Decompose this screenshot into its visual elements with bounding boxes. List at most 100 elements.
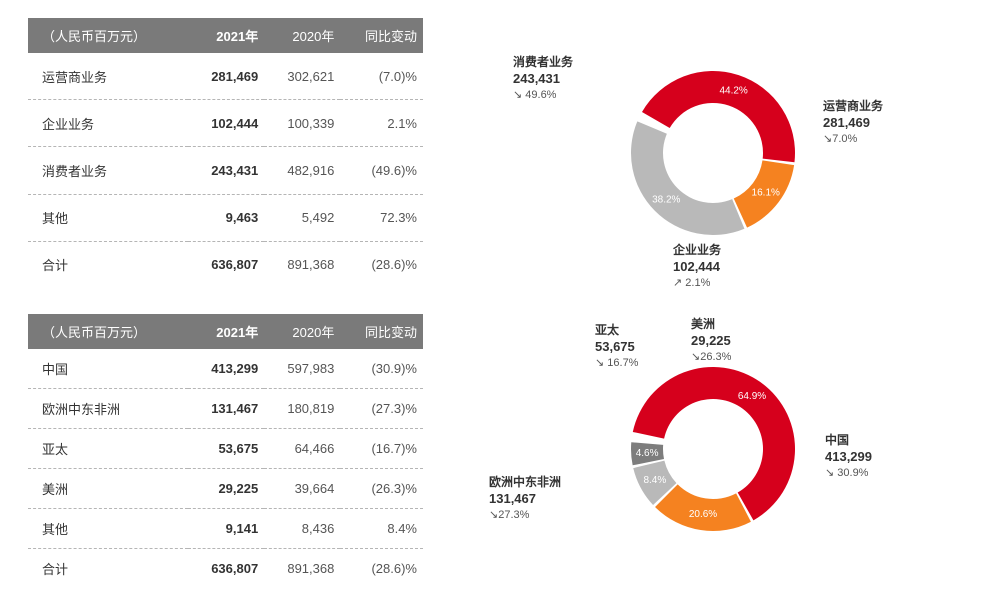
row-y21: 636,807 <box>188 549 264 589</box>
row-y20: 8,436 <box>264 509 340 549</box>
donut-slice <box>655 484 751 531</box>
callout-name: 亚太 <box>595 322 638 338</box>
table-row: 消费者业务243,431482,916(49.6)% <box>28 147 423 194</box>
donut-callout: 企业业务102,444↗ 2.1% <box>673 242 721 291</box>
th-2021: 2021年 <box>188 18 264 53</box>
callout-name: 企业业务 <box>673 242 721 258</box>
row-chg: 8.4% <box>340 509 423 549</box>
th-2021: 2021年 <box>188 314 264 349</box>
row-y20: 482,916 <box>264 147 340 194</box>
row-name: 消费者业务 <box>28 147 188 194</box>
callout-change: ↗ 2.1% <box>673 276 721 291</box>
row-y21: 243,431 <box>188 147 264 194</box>
row-name: 其他 <box>28 509 188 549</box>
row-y20: 64,466 <box>264 429 340 469</box>
th-2020: 2020年 <box>264 18 340 53</box>
row-name: 运营商业务 <box>28 53 188 100</box>
row-y21: 53,675 <box>188 429 264 469</box>
callout-value: 29,225 <box>691 332 731 350</box>
slice-pct-label: 4.6% <box>636 448 659 459</box>
slice-pct-label: 8.4% <box>643 475 666 486</box>
row-chg: (49.6)% <box>340 147 423 194</box>
row-y21: 636,807 <box>188 241 264 288</box>
callout-name: 美洲 <box>691 316 731 332</box>
callout-name: 消费者业务 <box>513 54 573 70</box>
donut-callout: 运营商业务281,469↘7.0% <box>823 98 883 147</box>
callout-change: ↘ 16.7% <box>595 356 638 371</box>
slice-pct-label: 44.2% <box>719 85 747 96</box>
business-donut: 44.2% 16.1% 38.2% 运营商业务281,469↘7.0% 企业业务102,… <box>463 18 963 288</box>
callout-change: ↘27.3% <box>489 508 561 523</box>
row-y21: 281,469 <box>188 53 264 100</box>
row-y21: 9,141 <box>188 509 264 549</box>
table-row: 美洲29,22539,664(26.3)% <box>28 469 423 509</box>
donut-callout: 中国413,299↘ 30.9% <box>825 432 872 481</box>
th-2020: 2020年 <box>264 314 340 349</box>
donut-slice <box>631 121 744 235</box>
row-y20: 5,492 <box>264 194 340 241</box>
row-name: 中国 <box>28 349 188 389</box>
row-chg: (16.7)% <box>340 429 423 469</box>
callout-value: 102,444 <box>673 258 721 276</box>
table-row: 中国413,299597,983(30.9)% <box>28 349 423 389</box>
row-name: 亚太 <box>28 429 188 469</box>
row-y21: 29,225 <box>188 469 264 509</box>
row-name: 美洲 <box>28 469 188 509</box>
callout-value: 243,431 <box>513 70 573 88</box>
row-y20: 302,621 <box>264 53 340 100</box>
row-chg: (28.6)% <box>340 241 423 288</box>
slice-pct-label: 38.2% <box>652 195 680 206</box>
callout-value: 53,675 <box>595 338 638 356</box>
donut-callout: 欧洲中东非洲131,467↘27.3% <box>489 474 561 523</box>
th-change: 同比变动 <box>340 18 423 53</box>
row-name: 其他 <box>28 194 188 241</box>
row-chg: (27.3)% <box>340 389 423 429</box>
row-y20: 39,664 <box>264 469 340 509</box>
row-y21: 131,467 <box>188 389 264 429</box>
row-y20: 597,983 <box>264 349 340 389</box>
callout-value: 413,299 <box>825 448 872 466</box>
callout-value: 281,469 <box>823 114 883 132</box>
th-unit: （人民币百万元） <box>28 18 188 53</box>
row-y20: 100,339 <box>264 100 340 147</box>
row-name: 企业业务 <box>28 100 188 147</box>
callout-name: 欧洲中东非洲 <box>489 474 561 490</box>
row-chg: (7.0)% <box>340 53 423 100</box>
callout-change: ↘ 49.6% <box>513 88 573 103</box>
table-row: 企业业务102,444100,3392.1% <box>28 100 423 147</box>
row-y21: 413,299 <box>188 349 264 389</box>
table-row: 其他9,1418,4368.4% <box>28 509 423 549</box>
row-chg: 72.3% <box>340 194 423 241</box>
th-change: 同比变动 <box>340 314 423 349</box>
table-row: 其他9,4635,49272.3% <box>28 194 423 241</box>
business-table: （人民币百万元） 2021年 2020年 同比变动 运营商业务281,46930… <box>28 18 423 288</box>
callout-name: 中国 <box>825 432 872 448</box>
donut-callout: 美洲29,225↘26.3% <box>691 316 731 365</box>
region-donut: 64.9% 20.6% 8.4% 4.6% 中国413,299↘ 30.9% 欧洲中东非洲… <box>463 314 963 584</box>
slice-pct-label: 20.6% <box>689 509 717 520</box>
row-y20: 891,368 <box>264 549 340 589</box>
total-row: 合计636,807891,368(28.6)% <box>28 549 423 589</box>
callout-value: 131,467 <box>489 490 561 508</box>
slice-pct-label: 16.1% <box>752 188 780 199</box>
callout-change: ↘7.0% <box>823 132 883 147</box>
row-chg: (30.9)% <box>340 349 423 389</box>
business-tbody: 运营商业务281,469302,621(7.0)%企业业务102,444100,… <box>28 53 423 288</box>
row-name: 合计 <box>28 241 188 288</box>
row-name: 欧洲中东非洲 <box>28 389 188 429</box>
row-y21: 102,444 <box>188 100 264 147</box>
row-y20: 180,819 <box>264 389 340 429</box>
row-chg: (26.3)% <box>340 469 423 509</box>
region-table: （人民币百万元） 2021年 2020年 同比变动 中国413,299597,9… <box>28 314 423 588</box>
row-chg: (28.6)% <box>340 549 423 589</box>
row-name: 合计 <box>28 549 188 589</box>
callout-change: ↘26.3% <box>691 350 731 365</box>
table-row: 运营商业务281,469302,621(7.0)% <box>28 53 423 100</box>
th-unit: （人民币百万元） <box>28 314 188 349</box>
row-y20: 891,368 <box>264 241 340 288</box>
region-tbody: 中国413,299597,983(30.9)%欧洲中东非洲131,467180,… <box>28 349 423 588</box>
donut-callout: 亚太53,675↘ 16.7% <box>595 322 638 371</box>
slice-pct-label: 64.9% <box>738 391 766 402</box>
total-row: 合计636,807891,368(28.6)% <box>28 241 423 288</box>
row-y21: 9,463 <box>188 194 264 241</box>
